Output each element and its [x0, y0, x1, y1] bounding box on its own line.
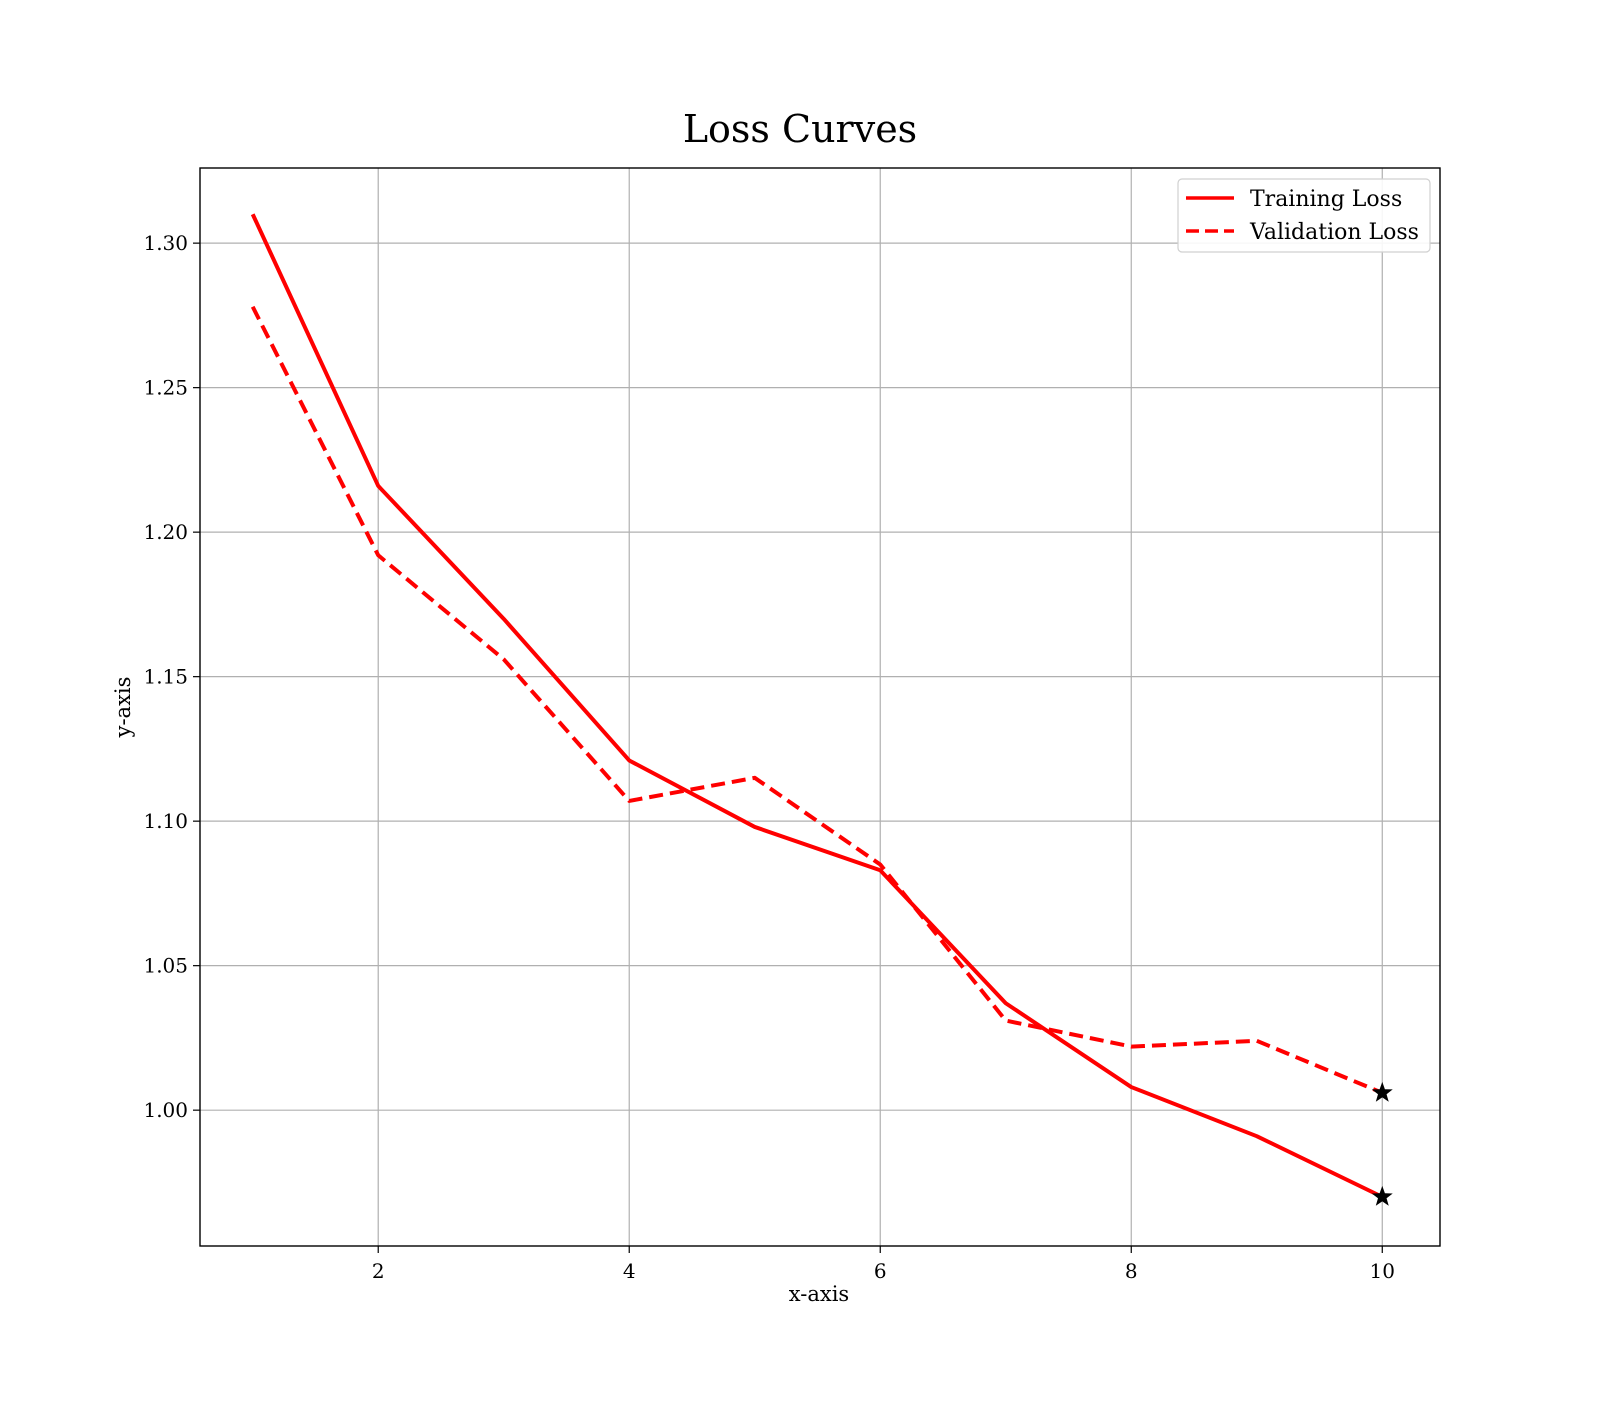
x-tick-label: 6	[874, 1259, 887, 1283]
y-tick-label: 1.20	[143, 520, 188, 544]
x-axis-ticks: 2 4 6 8 10	[372, 1246, 1395, 1283]
legend-box	[1177, 178, 1431, 253]
plot-area-frame	[199, 167, 1441, 1247]
grid-lines	[200, 168, 1440, 1246]
legend-label-training-loss: Training Loss	[1250, 187, 1402, 212]
series-line-training-loss	[250, 213, 1384, 1199]
legend: Training Loss Validation Loss	[1177, 178, 1431, 253]
y-tick-label: 1.00	[143, 1098, 188, 1122]
y-tick-label: 1.15	[143, 665, 188, 689]
x-tick-label: 2	[372, 1259, 385, 1283]
star-icon	[1371, 1081, 1393, 1102]
end-markers	[1371, 1081, 1393, 1206]
y-tick-label: 1.10	[143, 809, 188, 833]
x-tick-label: 8	[1125, 1259, 1138, 1283]
y-axis-label: y-axis	[111, 677, 135, 739]
y-tick-label: 1.25	[143, 376, 188, 400]
chart-title: Loss Curves	[683, 107, 917, 151]
y-axis-ticks: 1.00 1.05 1.10 1.15 1.20 1.25 1.30	[143, 231, 200, 1122]
y-tick-label: 1.30	[143, 231, 188, 255]
x-tick-label: 4	[623, 1259, 636, 1283]
star-icon	[1371, 1185, 1393, 1206]
series-lines	[250, 213, 1384, 1199]
x-axis-label: x-axis	[789, 1282, 849, 1306]
x-tick-label: 10	[1370, 1259, 1395, 1283]
y-tick-label: 1.05	[143, 954, 188, 978]
legend-label-validation-loss: Validation Loss	[1249, 220, 1419, 245]
series-line-validation-loss	[250, 305, 1384, 1095]
